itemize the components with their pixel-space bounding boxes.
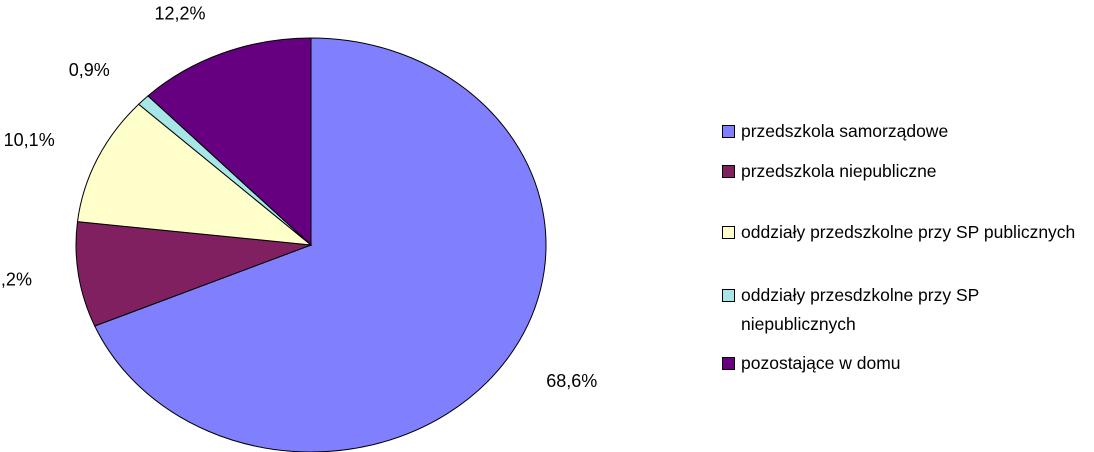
legend-item: oddziały przedszkolne przy SP publicznyc… (722, 218, 1087, 247)
pie-slice (94, 37, 547, 452)
legend-label: oddziały przedszkolne przy SP publicznyc… (741, 222, 1076, 242)
legend-item: przedszkola samorządowe (722, 117, 1087, 146)
legend-label: oddziały przesdzkolne przy SP niepublicz… (741, 285, 979, 334)
legend-swatch (722, 226, 735, 239)
legend-item: przedszkola niepubliczne (722, 157, 1087, 186)
legend-swatch (722, 125, 735, 138)
legend-swatch (722, 357, 735, 370)
data-label: 68,6% (546, 371, 597, 391)
data-label: 12,2% (154, 3, 205, 23)
pie-slice (147, 37, 312, 247)
data-label: 8,2% (0, 270, 32, 290)
legend-label: przedszkola niepubliczne (741, 161, 937, 181)
data-label: 10,1% (4, 130, 55, 150)
legend-swatch (722, 165, 735, 178)
legend-item: pozostające w domu (722, 349, 1087, 378)
legend-label: pozostające w domu (741, 353, 901, 373)
legend-label: przedszkola samorządowe (741, 121, 949, 141)
pie-slice (76, 103, 313, 246)
chart: 68,6% 8,2% 10,1% 0,9% 12,2% (0, 3, 597, 452)
legend-item: oddziały przesdzkolne przy SP niepublicz… (722, 281, 1087, 339)
pie-slice (75, 221, 312, 327)
legend-swatch (722, 289, 735, 302)
data-label: 0,9% (69, 60, 110, 80)
